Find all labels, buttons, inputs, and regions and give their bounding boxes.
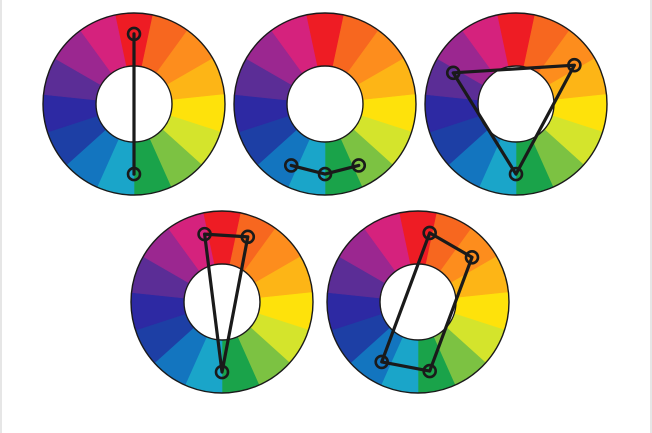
scheme-marker [567,57,582,73]
scheme-connector-line [451,63,577,176]
wheel-outer-outline [424,12,608,196]
scheme-marker [422,363,437,379]
scheme-marker [422,225,437,241]
wheel-outer-outline [130,210,314,394]
scheme-marker [445,65,461,81]
scheme-connector-line [289,163,361,176]
wheel-outer-outline [233,12,417,196]
analogous-scheme-wheel [233,12,417,196]
wheel-outer-outline [326,210,510,394]
scheme-connector-line [380,231,474,373]
scheme-marker [214,364,230,380]
scheme-marker [197,226,212,242]
tetradic-scheme-wheel [326,210,510,394]
scheme-marker [126,166,142,182]
scheme-marker [464,250,480,265]
wheel-outer-outline [42,12,226,196]
scheme-marker [317,166,333,182]
scheme-marker [374,354,390,370]
scheme-marker [126,26,142,42]
scheme-marker [508,166,524,182]
split-complementary-scheme-wheel [130,210,314,394]
scheme-connector-line [203,232,250,374]
complementary-scheme-wheel [42,12,226,196]
scheme-marker [351,158,367,173]
wheel-center-hole [286,65,364,143]
triadic-scheme-wheel [424,12,608,196]
scheme-marker [240,229,256,245]
scheme-marker [283,158,299,173]
wheel-center-hole [183,263,261,341]
